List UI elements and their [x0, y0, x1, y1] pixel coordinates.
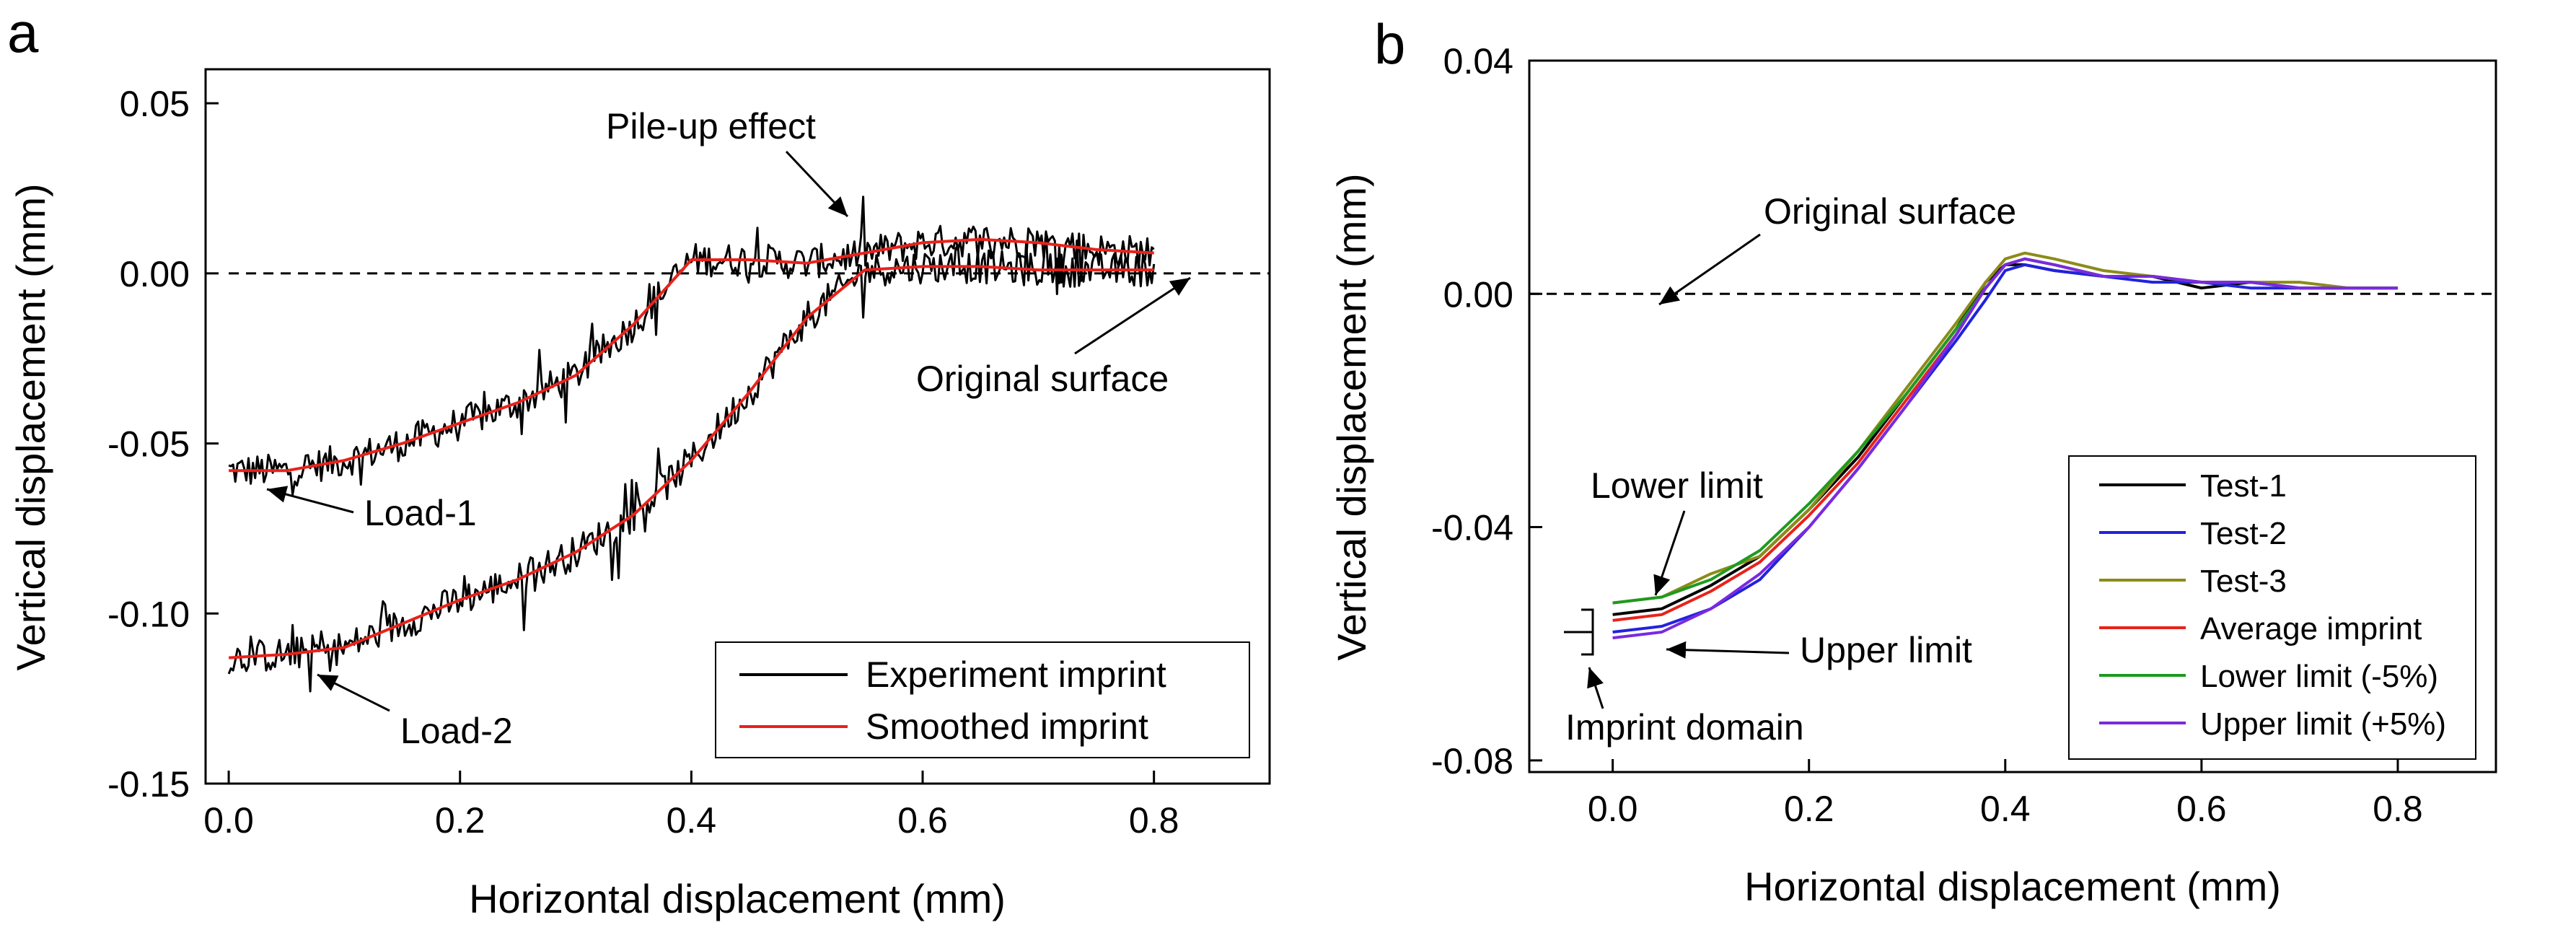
series-line-smoothed-imprint	[228, 265, 1154, 659]
y-tick-label: -0.10	[107, 594, 190, 634]
legend-box	[2068, 455, 2476, 760]
series-line-experiment-imprint	[228, 196, 1155, 496]
legend-label-experiment: Experiment imprint	[866, 654, 1166, 695]
series-line-smoothed-imprint	[229, 237, 1154, 473]
y-tick-label: 0.00	[1443, 274, 1513, 315]
x-tick-label: 0.8	[2373, 789, 2423, 829]
legend-label-lower-limit-5: Lower limit (-5%)	[2200, 659, 2438, 694]
y-tick-label: -0.04	[1431, 508, 1513, 548]
y-axis-ticks: 0.04 0.00 -0.04 -0.08	[1431, 41, 1542, 781]
legend-label-test-1: Test-1	[2200, 468, 2287, 504]
annotation-original-surface: Original surface	[1764, 191, 2016, 232]
legend-label-test-2: Test-2	[2200, 516, 2287, 551]
x-axis-ticks: 0.0 0.2 0.4 0.6 0.8	[1588, 759, 2423, 829]
y-axis-title: Vertical displacement (mm)	[1329, 173, 1374, 660]
x-tick-label: 0.0	[1588, 789, 1638, 829]
legend: Test-1 Test-2 Test-3 Average imprint Lower l…	[2068, 455, 2476, 760]
y-axis-ticks: 0.05 0.00 -0.05 -0.10 -0.15	[107, 84, 219, 805]
y-tick-label: -0.15	[107, 764, 190, 805]
x-axis-ticks: 0.0 0.2 0.4 0.6 0.8	[203, 771, 1179, 841]
x-axis-title: Horizontal displacement (mm)	[469, 876, 1006, 921]
x-tick-label: 0.6	[897, 800, 948, 841]
x-axis-title: Horizontal displacement (mm)	[1744, 864, 2281, 909]
y-tick-label: 0.05	[120, 84, 190, 124]
y-tick-label: 0.04	[1443, 41, 1513, 82]
legend-label-test-3: Test-3	[2200, 564, 2287, 599]
arrow-load-2	[317, 673, 390, 712]
y-tick-label: -0.08	[1431, 741, 1513, 781]
arrow-pile-up	[785, 150, 849, 218]
plot-frame	[1528, 59, 2497, 773]
series-group	[227, 196, 1156, 693]
arrow-original-surface	[1074, 276, 1191, 355]
annotation-load-2: Load-2	[400, 711, 513, 751]
series-line-experiment-imprint	[227, 230, 1156, 693]
legend-box	[715, 641, 1250, 758]
legend-label-average-imprint: Average imprint	[2200, 611, 2422, 646]
arrow-load-1	[266, 486, 354, 514]
panel-b-chart: 0.0 0.2 0.4 0.6 0.8 0.04 0.00 -0.04 -0.08 Horiz…	[1329, 41, 2497, 909]
legend-label-smoothed: Smoothed imprint	[866, 706, 1148, 747]
series-group	[1612, 251, 2398, 640]
x-tick-label: 0.8	[1129, 800, 1179, 841]
annotation-upper-limit: Upper limit	[1800, 630, 1972, 670]
series-line-upper-limit-5	[1612, 257, 2398, 640]
x-tick-label: 0.6	[2176, 789, 2227, 829]
arrow-lower-limit	[1653, 510, 1686, 596]
series-line-test-2	[1612, 263, 2398, 634]
plot-frame	[204, 68, 1271, 785]
panel-letter-b: b	[1374, 12, 1405, 76]
panel-letter-a: a	[7, 1, 39, 64]
legend: Experiment imprint Smoothed imprint	[715, 641, 1250, 758]
y-tick-label: 0.00	[120, 254, 190, 294]
annotation-imprint-domain: Imprint domain	[1565, 707, 1804, 748]
y-axis-title: Vertical displacement (mm)	[8, 183, 53, 670]
arrow-upper-limit	[1666, 641, 1790, 659]
annotation-lower-limit: Lower limit	[1591, 465, 1763, 506]
annotation-original-surface: Original surface	[916, 359, 1169, 399]
x-tick-label: 0.2	[1784, 789, 1834, 829]
x-tick-label: 0.4	[1980, 789, 2031, 829]
annotation-load-1: Load-1	[364, 493, 477, 533]
arrow-imprint-domain	[1587, 667, 1604, 709]
y-tick-label: -0.05	[107, 424, 190, 465]
annotation-pile-up: Pile-up effect	[606, 106, 816, 146]
panel-a-chart: 0.0 0.2 0.4 0.6 0.8 0.050.00-0.05-0.10-0.15 …	[8, 68, 1271, 921]
legend-label-upper-limit-5: Upper limit (+5%)	[2200, 706, 2446, 742]
x-tick-label: 0.0	[203, 800, 254, 841]
arrow-original-surface	[1658, 233, 1761, 306]
x-tick-label: 0.4	[667, 800, 717, 841]
x-tick-label: 0.2	[435, 800, 485, 841]
